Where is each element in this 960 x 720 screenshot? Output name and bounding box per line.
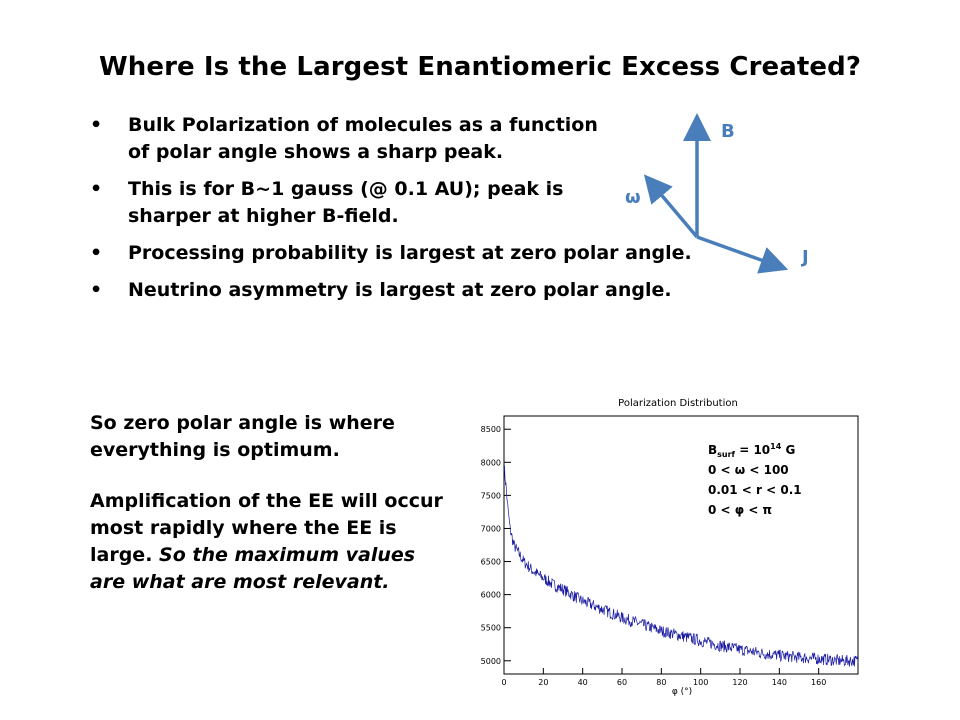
bullet-marker: • — [90, 114, 103, 136]
x-tick-label: 80 — [656, 678, 666, 687]
bullet-marker: • — [90, 242, 103, 264]
legend-subscript: surf — [717, 450, 735, 459]
j-vector-arrow — [696, 235, 789, 274]
y-tick-label: 6000 — [481, 591, 501, 600]
omega-vector-arrow — [643, 174, 699, 239]
y-tick-label: 7000 — [481, 524, 501, 533]
amplification-paragraph: Amplification of the EE will occur most … — [90, 488, 450, 596]
legend-line-4: 0 < φ < π — [708, 503, 772, 517]
amplification-text: Amplification of the EE will occur most … — [90, 490, 443, 566]
legend-line-3: 0.01 < r < 0.1 — [708, 483, 802, 497]
x-tick-label: 160 — [811, 678, 826, 687]
b-vector-label: B — [721, 121, 735, 142]
x-axis-label: φ (°) — [672, 687, 692, 697]
polarization-chart: Polarization Distribution 0 20 40 60 80 100 12… — [481, 398, 859, 697]
y-tick-label: 6500 — [481, 558, 501, 567]
bullet-text-4: Neutrino asymmetry is largest at zero po… — [128, 279, 672, 301]
y-tick-label: 5000 — [481, 657, 501, 666]
amplification-emphasis: So the maximum values are what are most … — [90, 544, 416, 593]
x-tick-label: 120 — [732, 678, 747, 687]
y-tick-label: 5500 — [481, 624, 501, 633]
j-vector-label: J — [800, 247, 809, 268]
y-tick-label: 8000 — [481, 458, 501, 467]
bullet-item-3: • Processing probability is largest at ze… — [90, 240, 790, 267]
x-tick-label: 60 — [617, 678, 627, 687]
y-tick-label: 8500 — [481, 425, 501, 434]
bullet-list: • Bulk Polarization of molecules as a fun… — [90, 112, 790, 314]
slide-title: Where Is the Largest Enantiomeric Excess… — [98, 52, 862, 82]
polarization-series-line — [503, 465, 859, 667]
x-tick-label: 20 — [538, 678, 548, 687]
bullet-text-1: Bulk Polarization of molecules as a func… — [128, 114, 598, 163]
chart-legend: Bsurf = 1014 G 0 < ω < 100 0.01 < r < 0.… — [708, 442, 802, 517]
omega-vector-label: ω — [625, 187, 641, 208]
plot-frame — [503, 415, 859, 675]
bullet-text-2: This is for B~1 gauss (@ 0.1 AU); peak i… — [128, 178, 564, 227]
x-tick-label: 40 — [578, 678, 588, 687]
bullet-item-4: • Neutrino asymmetry is largest at zero p… — [90, 277, 790, 304]
legend-line-1: Bsurf = 1014 G — [708, 442, 795, 459]
summary-paragraph: So zero polar angle is where everything … — [90, 412, 395, 461]
y-tick-label: 7500 — [481, 491, 501, 500]
vector-diagram: B ω J — [625, 113, 809, 274]
x-tick-label: 100 — [693, 678, 708, 687]
chart-title: Polarization Distribution — [618, 398, 738, 409]
bullet-item-2: • This is for B~1 gauss (@ 0.1 AU); peak … — [90, 176, 598, 230]
legend-line-2: 0 < ω < 100 — [708, 463, 789, 477]
bullet-marker: • — [90, 279, 103, 301]
x-tick-label: 140 — [772, 678, 787, 687]
bullet-item-1: • Bulk Polarization of molecules as a fun… — [90, 112, 598, 166]
bullet-text-3: Processing probability is largest at zer… — [128, 242, 692, 264]
bullet-marker: • — [90, 178, 103, 200]
x-tick-label: 0 — [501, 678, 506, 687]
